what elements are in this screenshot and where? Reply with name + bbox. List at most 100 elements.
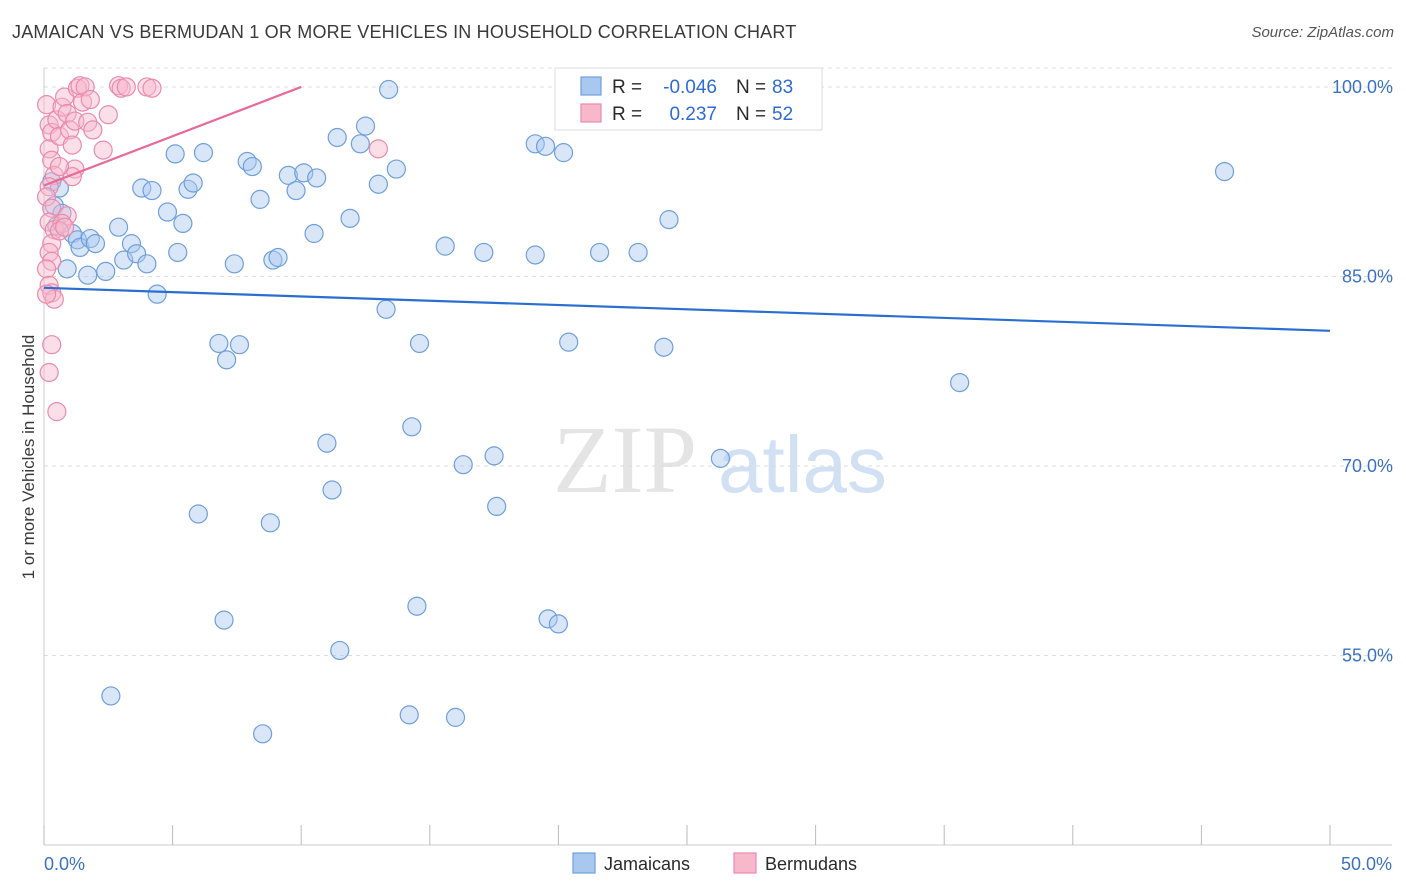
jamaicans-points xyxy=(42,76,1235,744)
jamaicans-point xyxy=(350,134,370,154)
jamaicans-point xyxy=(85,234,106,254)
stats-legend: R = -0.046 N = 83 R = 0.237 N = 52 xyxy=(554,67,823,131)
jamaicans-point xyxy=(409,333,430,354)
bermudans-point xyxy=(142,78,162,98)
stats-r-label-bermudans: R = xyxy=(612,104,642,125)
jamaicans-point xyxy=(386,159,406,179)
jamaicans-point xyxy=(263,250,283,270)
bermudans-point xyxy=(39,139,59,159)
jamaicans-point xyxy=(253,724,273,744)
legend-swatch-bermudans xyxy=(733,852,757,874)
jamaicans-point xyxy=(628,242,648,263)
jamaicans-point xyxy=(654,337,674,357)
bermudans-point xyxy=(39,362,59,383)
bermudans-point xyxy=(98,105,118,125)
jamaicans-point xyxy=(294,163,314,183)
legend-label-bermudans: Bermudans xyxy=(765,854,857,874)
jamaicans-point xyxy=(108,217,129,237)
bermudans-point xyxy=(42,150,62,170)
stats-n-value-bermudans: 52 xyxy=(772,104,793,125)
bermudans-point xyxy=(47,402,67,422)
jamaicans-point xyxy=(548,614,569,634)
jamaicans-point xyxy=(101,686,121,706)
jamaicans-point xyxy=(242,156,262,177)
jamaicans-point xyxy=(402,417,422,437)
bermudans-point xyxy=(54,217,75,237)
axes xyxy=(43,68,1392,846)
jamaicans-point xyxy=(178,179,198,199)
x-tick-label-max: 50.0% xyxy=(1341,854,1392,874)
jamaicans-point xyxy=(538,609,558,629)
jamaicans-point xyxy=(407,596,427,616)
bermudans-point xyxy=(60,120,80,140)
jamaicans-point xyxy=(193,143,214,163)
legend-label-jamaicans: Jamaicans xyxy=(604,854,690,874)
jamaicans-point xyxy=(121,234,142,254)
jamaicans-point xyxy=(142,180,162,201)
jamaicans-point xyxy=(535,136,556,156)
jamaicans-point xyxy=(327,127,347,148)
jamaicans-point xyxy=(435,236,455,256)
jamaicans-point xyxy=(268,247,288,268)
bermudans-points xyxy=(36,76,388,422)
stats-n-label-jamaicans: N = xyxy=(736,77,766,98)
bermudans-point xyxy=(49,221,70,241)
bermudans-point xyxy=(116,77,136,97)
jamaicans-point xyxy=(950,372,970,393)
bermudans-point xyxy=(368,139,388,159)
stats-r-value-jamaicans: -0.046 xyxy=(663,77,717,98)
jamaicans-point xyxy=(147,284,167,304)
jamaicans-point xyxy=(659,210,679,230)
jamaicans-point xyxy=(355,116,376,136)
stats-swatch-jamaicans xyxy=(580,76,602,96)
chart-title: JAMAICAN VS BERMUDAN 1 OR MORE VEHICLES … xyxy=(12,22,797,42)
jamaicans-point xyxy=(168,242,188,263)
jamaicans-point xyxy=(260,513,280,533)
x-tick-label-min: 0.0% xyxy=(44,854,85,874)
bermudans-point xyxy=(36,95,57,115)
jamaicans-point xyxy=(157,202,178,222)
jamaicans-point xyxy=(487,496,507,517)
bermudans-point xyxy=(42,335,62,355)
bermudans-point xyxy=(83,120,103,140)
jamaicans-point xyxy=(57,259,77,279)
y-tick-label: 55.0% xyxy=(1342,645,1393,665)
y-tick-labels: 55.0% 70.0% 85.0% 100.0% xyxy=(1332,77,1393,666)
stats-n-label-bermudans: N = xyxy=(736,104,766,125)
jamaicans-point xyxy=(368,174,388,194)
stats-n-value-jamaicans: 83 xyxy=(772,77,793,98)
bermudans-point xyxy=(36,187,57,207)
jamaicans-point xyxy=(307,168,327,188)
jamaicans-point xyxy=(710,448,731,468)
bermudans-point xyxy=(80,89,100,110)
bermudans-point xyxy=(72,92,93,112)
jamaicans-point xyxy=(278,165,298,185)
jamaicans-point xyxy=(330,640,350,661)
jamaicans-point xyxy=(126,244,147,264)
jamaicans-point xyxy=(137,254,157,274)
jamaicans-point xyxy=(304,223,324,244)
bermudans-trend-line xyxy=(43,85,302,187)
y-tick-label: 70.0% xyxy=(1342,456,1393,476)
jamaicans-point xyxy=(340,208,360,228)
jamaicans-point xyxy=(484,446,504,466)
jamaicans-point xyxy=(322,480,342,500)
jamaicans-point xyxy=(474,242,494,263)
stats-r-value-bermudans: 0.237 xyxy=(669,104,717,125)
jamaicans-point xyxy=(286,180,306,201)
jamaicans-point xyxy=(183,173,203,193)
jamaicans-point xyxy=(376,299,396,319)
jamaicans-point xyxy=(317,433,337,453)
bermudans-point xyxy=(93,140,113,160)
jamaicans-point xyxy=(217,350,237,370)
bermudans-point xyxy=(75,77,95,97)
jamaicans-point xyxy=(525,245,545,265)
jamaicans-point xyxy=(559,332,579,352)
jamaicans-point xyxy=(96,261,116,282)
bottom-legend: Jamaicans Bermudans xyxy=(572,852,857,874)
watermark-zip: ZIP xyxy=(553,406,697,513)
y-tick-label: 100.0% xyxy=(1332,77,1393,97)
jamaicans-point xyxy=(1214,162,1235,182)
trend-lines xyxy=(43,85,1331,332)
